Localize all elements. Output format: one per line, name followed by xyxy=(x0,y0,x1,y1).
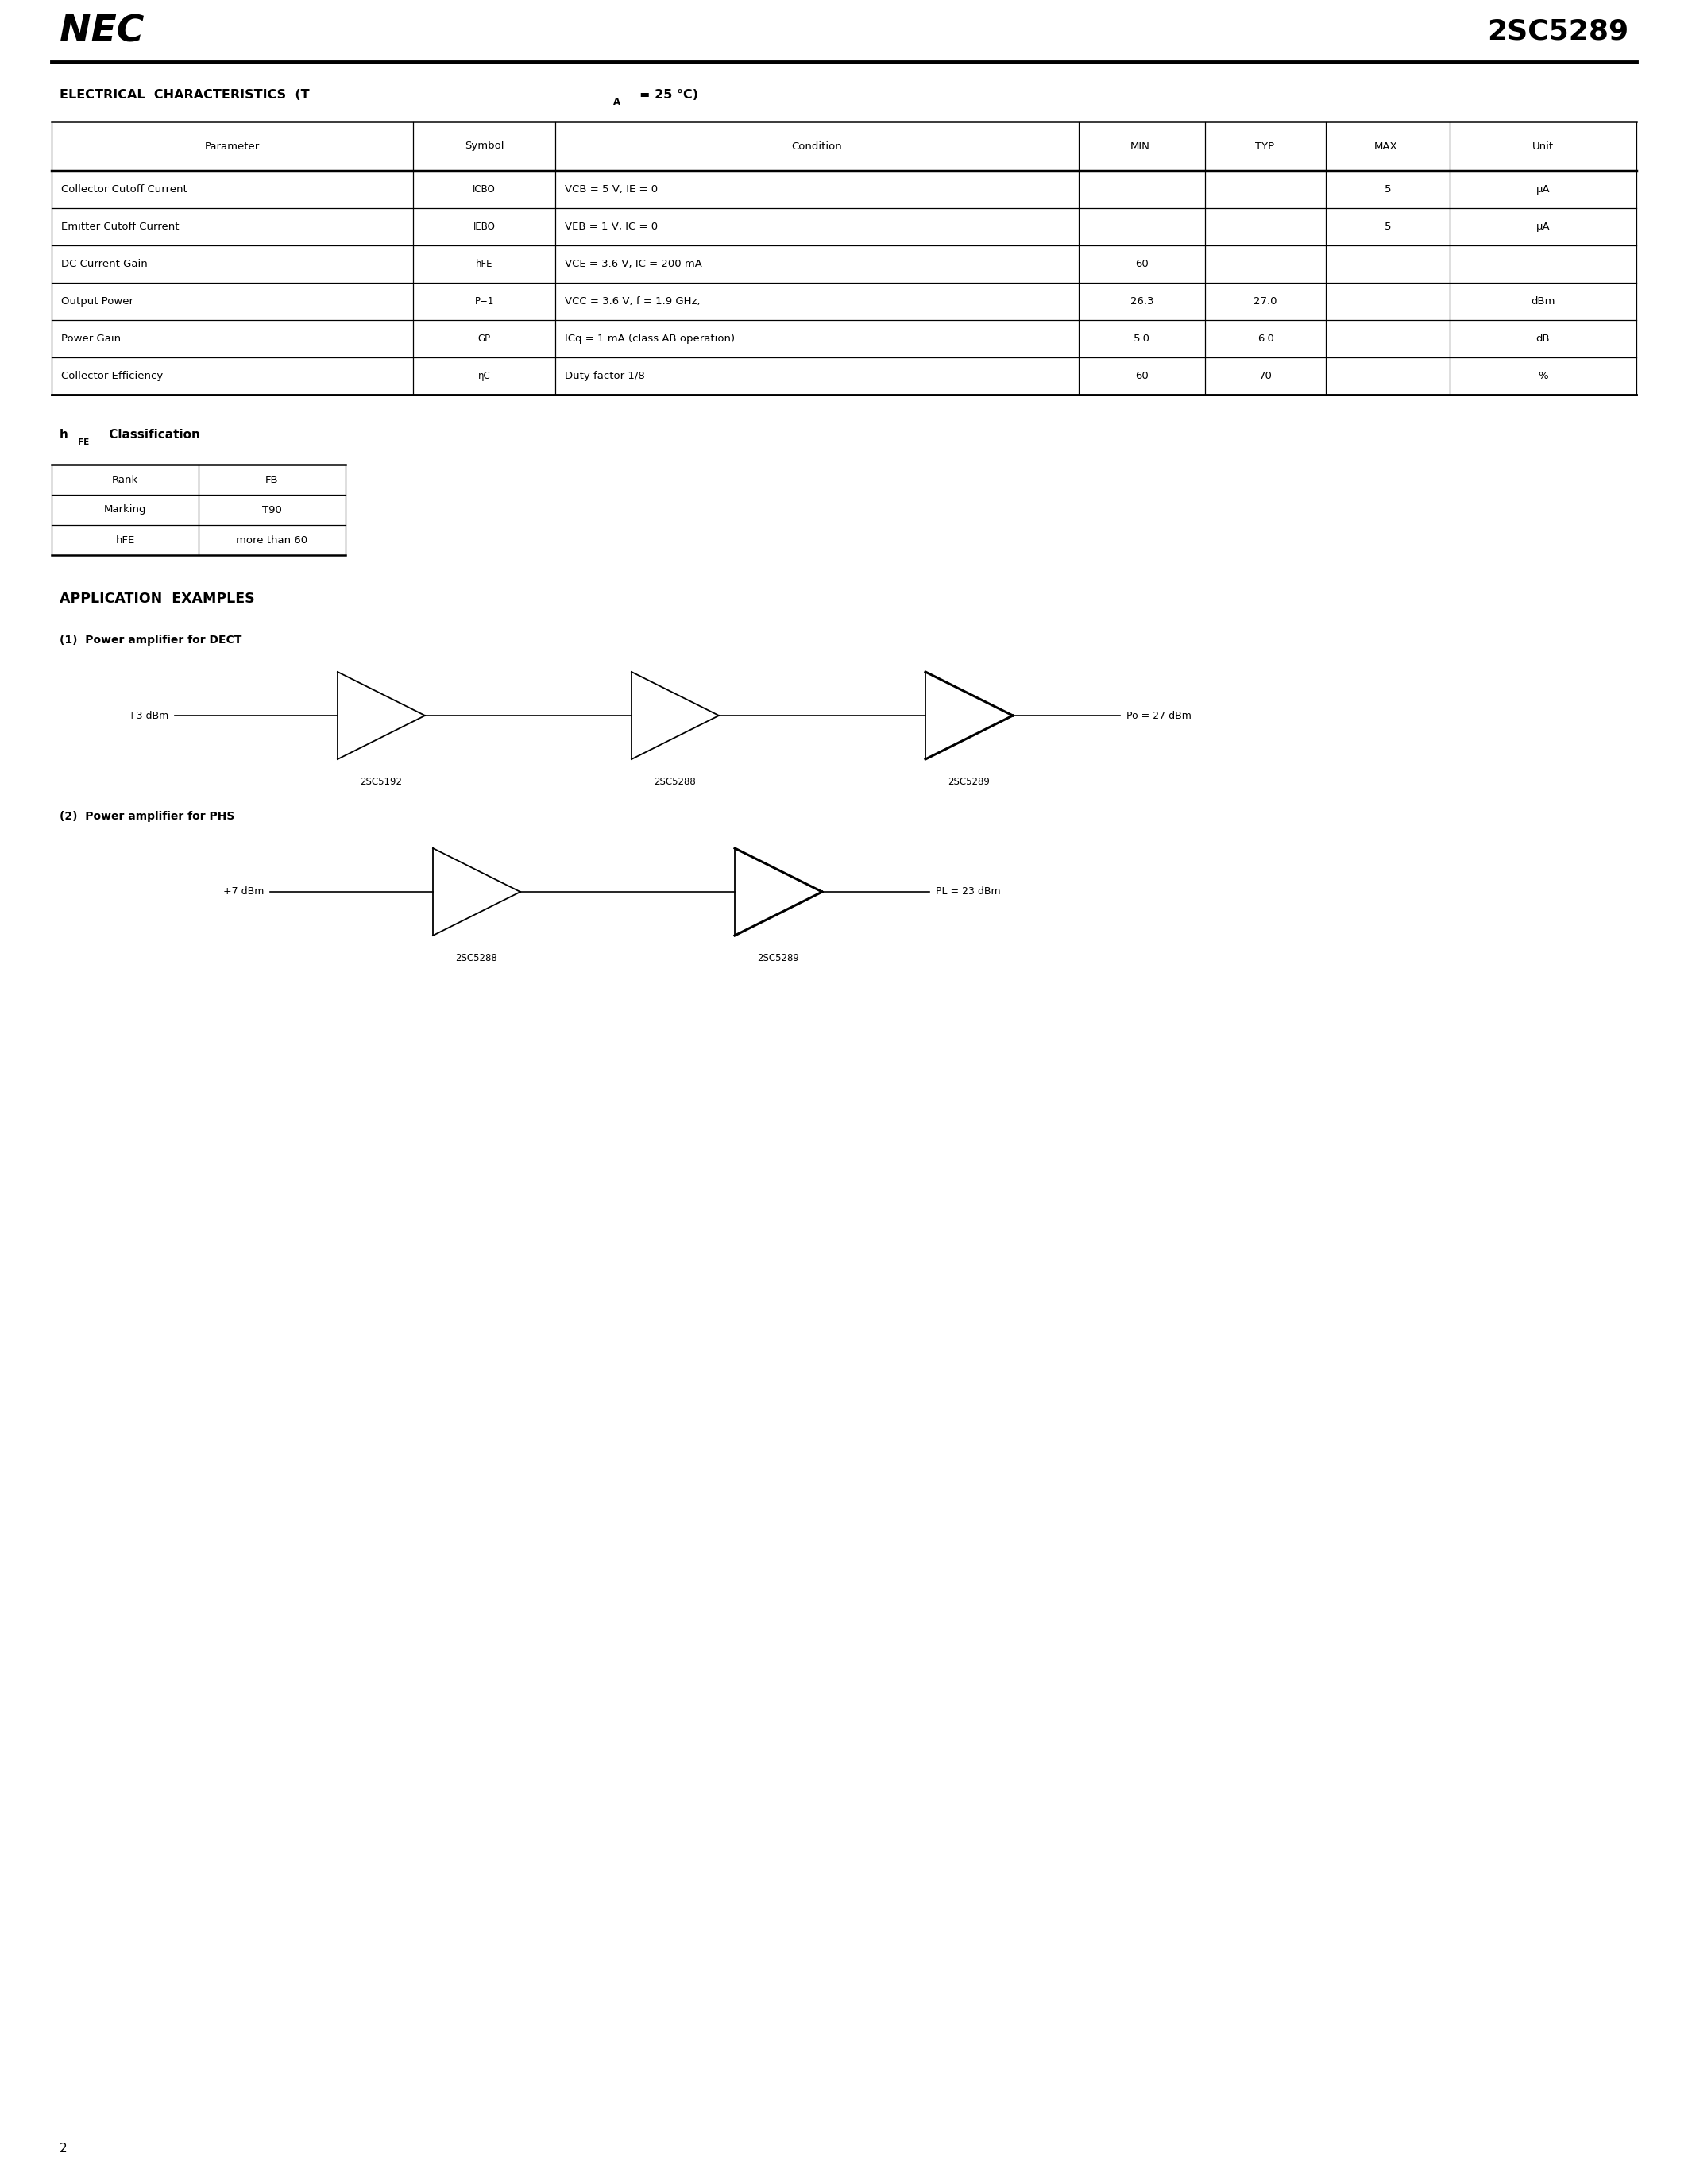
Text: 2SC5288: 2SC5288 xyxy=(456,952,498,963)
Text: μA: μA xyxy=(1536,221,1550,232)
Text: dB: dB xyxy=(1536,334,1550,343)
Text: 27.0: 27.0 xyxy=(1254,297,1278,306)
Text: MIN.: MIN. xyxy=(1131,142,1153,151)
Text: A: A xyxy=(613,98,621,107)
Text: %: % xyxy=(1538,371,1548,382)
Text: Collector Efficiency: Collector Efficiency xyxy=(61,371,164,382)
Text: more than 60: more than 60 xyxy=(236,535,307,546)
Text: hFE: hFE xyxy=(476,260,493,269)
Text: 2SC5288: 2SC5288 xyxy=(655,778,695,786)
Text: 5: 5 xyxy=(1384,183,1391,194)
Text: +7 dBm: +7 dBm xyxy=(223,887,263,898)
Text: 6.0: 6.0 xyxy=(1258,334,1274,343)
Text: ICBO: ICBO xyxy=(473,183,496,194)
Text: +3 dBm: +3 dBm xyxy=(128,710,169,721)
Text: 2SC5289: 2SC5289 xyxy=(949,778,991,786)
Text: 2: 2 xyxy=(59,2143,68,2153)
Text: 5.0: 5.0 xyxy=(1134,334,1150,343)
Text: VCE = 3.6 V, IC = 200 mA: VCE = 3.6 V, IC = 200 mA xyxy=(565,260,702,269)
Text: = 25 °C): = 25 °C) xyxy=(640,90,699,100)
Text: T90: T90 xyxy=(262,505,282,515)
Text: h: h xyxy=(59,428,68,441)
Text: Rank: Rank xyxy=(111,474,138,485)
Text: Emitter Cutoff Current: Emitter Cutoff Current xyxy=(61,221,179,232)
Text: PL = 23 dBm: PL = 23 dBm xyxy=(935,887,1001,898)
Text: FE: FE xyxy=(78,439,89,446)
Text: TYP.: TYP. xyxy=(1256,142,1276,151)
Text: APPLICATION  EXAMPLES: APPLICATION EXAMPLES xyxy=(59,592,255,605)
Text: Collector Cutoff Current: Collector Cutoff Current xyxy=(61,183,187,194)
Text: (2)  Power amplifier for PHS: (2) Power amplifier for PHS xyxy=(59,810,235,821)
Text: hFE: hFE xyxy=(115,535,135,546)
Text: Marking: Marking xyxy=(105,505,147,515)
Text: Po = 27 dBm: Po = 27 dBm xyxy=(1126,710,1192,721)
Text: 26.3: 26.3 xyxy=(1131,297,1153,306)
Text: 2SC5192: 2SC5192 xyxy=(360,778,402,786)
Text: VEB = 1 V, IC = 0: VEB = 1 V, IC = 0 xyxy=(565,221,658,232)
Text: Unit: Unit xyxy=(1533,142,1553,151)
Text: Duty factor 1/8: Duty factor 1/8 xyxy=(565,371,645,382)
Text: 60: 60 xyxy=(1136,371,1148,382)
Text: GP: GP xyxy=(478,334,491,343)
Text: VCC = 3.6 V, f = 1.9 GHz,: VCC = 3.6 V, f = 1.9 GHz, xyxy=(565,297,701,306)
Text: 2SC5289: 2SC5289 xyxy=(1487,17,1629,46)
Text: MAX.: MAX. xyxy=(1374,142,1401,151)
Text: VCB = 5 V, IE = 0: VCB = 5 V, IE = 0 xyxy=(565,183,658,194)
Text: 5: 5 xyxy=(1384,221,1391,232)
Text: ELECTRICAL  CHARACTERISTICS  (T: ELECTRICAL CHARACTERISTICS (T xyxy=(59,90,309,100)
Text: Output Power: Output Power xyxy=(61,297,133,306)
Text: ICq = 1 mA (class AB operation): ICq = 1 mA (class AB operation) xyxy=(565,334,736,343)
Text: Power Gain: Power Gain xyxy=(61,334,122,343)
Text: 60: 60 xyxy=(1136,260,1148,269)
Text: (1)  Power amplifier for DECT: (1) Power amplifier for DECT xyxy=(59,636,241,646)
Text: dBm: dBm xyxy=(1531,297,1555,306)
Text: 2SC5289: 2SC5289 xyxy=(758,952,800,963)
Text: DC Current Gain: DC Current Gain xyxy=(61,260,147,269)
Text: Symbol: Symbol xyxy=(464,142,505,151)
Text: NEC: NEC xyxy=(59,13,143,50)
Text: μA: μA xyxy=(1536,183,1550,194)
Text: ηC: ηC xyxy=(478,371,491,382)
Text: 70: 70 xyxy=(1259,371,1273,382)
Text: P−1: P−1 xyxy=(474,297,495,306)
Text: Parameter: Parameter xyxy=(204,142,260,151)
Text: FB: FB xyxy=(265,474,279,485)
Text: Classification: Classification xyxy=(105,428,201,441)
Text: IEBO: IEBO xyxy=(473,221,495,232)
Text: Condition: Condition xyxy=(792,142,842,151)
